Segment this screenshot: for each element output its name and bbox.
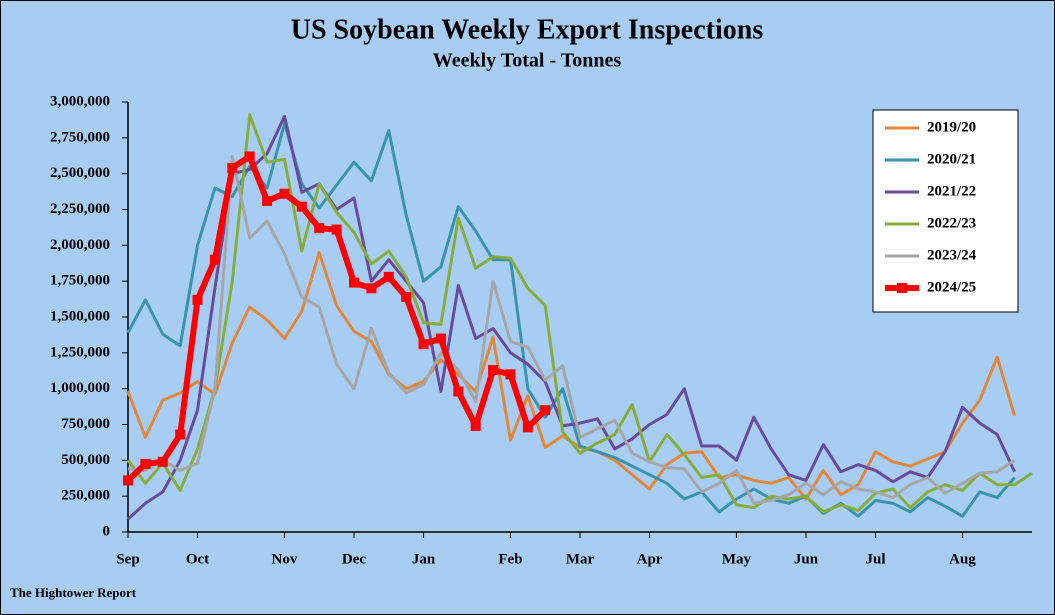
marker	[366, 283, 377, 294]
y-tick-label: 500,000	[61, 452, 110, 468]
y-tick-label: 750,000	[61, 416, 110, 432]
x-tick-label: Mar	[566, 551, 595, 567]
x-tick-label: Apr	[637, 551, 663, 567]
y-tick-label: 1,250,000	[50, 344, 110, 360]
marker	[227, 162, 238, 173]
y-tick-label: 2,750,000	[50, 129, 110, 145]
marker	[140, 458, 151, 469]
marker	[401, 291, 412, 302]
legend-label: 2023/24	[927, 247, 977, 263]
marker	[435, 333, 446, 344]
legend-label: 2020/21	[927, 151, 976, 167]
marker	[279, 188, 290, 199]
y-tick-label: 2,500,000	[50, 165, 110, 181]
x-tick-label: Sep	[116, 551, 139, 567]
x-tick-label: Feb	[498, 551, 522, 567]
marker	[175, 429, 186, 440]
marker	[349, 277, 359, 288]
marker	[505, 369, 516, 380]
series-line	[126, 113, 1033, 514]
marker	[157, 456, 168, 467]
y-tick-label: 2,000,000	[50, 237, 110, 253]
x-tick-label: Oct	[186, 551, 209, 567]
marker	[470, 420, 481, 431]
footer: The Hightower Report	[10, 585, 137, 600]
x-tick-label: Jan	[412, 551, 436, 567]
marker	[418, 339, 429, 350]
marker	[453, 386, 464, 397]
marker	[331, 224, 342, 235]
x-tick-label: Dec	[342, 551, 366, 567]
y-tick-label: 0	[103, 523, 111, 539]
legend-label: 2024/25	[927, 279, 976, 295]
x-tick-label: Nov	[272, 551, 298, 567]
series-line	[127, 155, 1016, 505]
marker	[540, 405, 551, 416]
y-tick-label: 1,500,000	[50, 308, 110, 324]
y-tick-label: 3,000,000	[50, 93, 110, 109]
chart-title: US Soybean Weekly Export Inspections	[291, 14, 764, 45]
legend-marker	[897, 283, 907, 293]
series-line	[126, 114, 1016, 521]
x-tick-label: May	[722, 551, 752, 567]
legend-label: 2022/23	[927, 215, 976, 231]
marker	[262, 195, 273, 206]
x-tick-label: Jul	[866, 551, 886, 567]
marker	[522, 422, 533, 433]
marker	[296, 201, 307, 212]
y-tick-label: 2,250,000	[50, 201, 110, 217]
marker	[192, 294, 203, 305]
y-tick-label: 1,000,000	[50, 380, 110, 396]
x-tick-label: Aug	[949, 551, 976, 567]
marker	[314, 223, 325, 234]
marker	[244, 151, 255, 162]
y-tick-label: 1,750,000	[50, 273, 110, 289]
marker	[209, 254, 220, 265]
chart-subtitle: Weekly Total - Tonnes	[433, 50, 622, 72]
y-tick-label: 250,000	[61, 488, 110, 504]
legend-box	[872, 109, 1019, 313]
legend-label: 2019/20	[927, 119, 976, 135]
x-tick-label: Jun	[794, 551, 819, 567]
marker	[488, 365, 499, 376]
series-line	[126, 122, 1016, 518]
marker	[383, 271, 394, 282]
legend-label: 2021/22	[927, 183, 976, 199]
marker	[123, 475, 133, 486]
